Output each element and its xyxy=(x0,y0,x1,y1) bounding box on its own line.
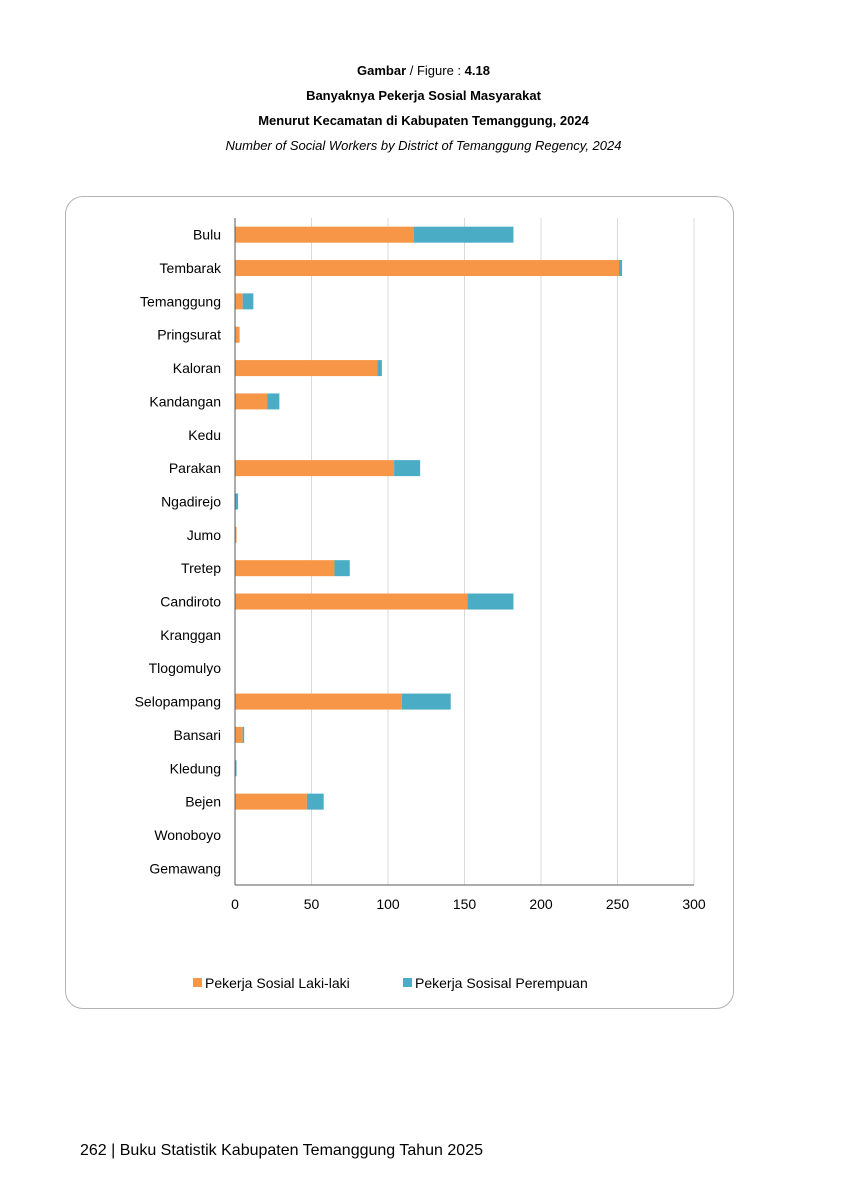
y-category-label: Tlogomulyo xyxy=(149,660,222,676)
y-category-label: Kandangan xyxy=(149,393,221,409)
bar-male xyxy=(235,260,620,277)
chart-title-english: Number of Social Workers by District of … xyxy=(225,138,622,153)
y-category-label: Selopampang xyxy=(135,694,221,710)
legend-label-female: Pekerja Sosisal Perempuan xyxy=(415,975,588,991)
bar-male xyxy=(235,360,378,377)
x-tick-label: 200 xyxy=(529,896,553,912)
y-category-label: Gemawang xyxy=(149,860,221,876)
bar-male xyxy=(235,726,243,743)
bar-female xyxy=(377,360,382,377)
legend-swatch-female xyxy=(403,978,412,987)
y-category-label: Pringsurat xyxy=(157,327,221,343)
bar-female xyxy=(306,793,324,810)
bar-male xyxy=(235,460,395,477)
x-tick-label: 250 xyxy=(606,896,630,912)
y-category-label: Wonoboyo xyxy=(154,827,221,843)
bar-male xyxy=(235,393,268,410)
y-category-label: Candiroto xyxy=(160,594,221,610)
y-category-label: Parakan xyxy=(169,460,221,476)
bar-male xyxy=(235,593,468,610)
bar-female xyxy=(242,726,245,743)
figure-number: 4.18 xyxy=(464,63,490,78)
bar-female xyxy=(467,593,514,610)
bar-female xyxy=(619,260,623,277)
y-category-label: Kledung xyxy=(170,760,221,776)
y-category-label: Tretep xyxy=(181,560,221,576)
figure-label-sep: / Figure : xyxy=(406,63,465,78)
bar-male xyxy=(235,226,415,243)
bar-male xyxy=(235,293,243,310)
x-tick-label: 100 xyxy=(376,896,400,912)
y-category-label: Ngadirejo xyxy=(161,493,221,509)
bar-male xyxy=(235,560,335,577)
y-category-label: Tembarak xyxy=(160,260,222,276)
bar-female xyxy=(235,760,237,777)
y-category-label: Kranggan xyxy=(160,627,221,643)
bar-female xyxy=(401,693,451,710)
bar-male xyxy=(235,793,307,810)
bar-male xyxy=(235,326,240,343)
bar-female xyxy=(394,460,421,477)
legend-swatch-male xyxy=(193,978,202,987)
y-category-label: Jumo xyxy=(187,527,221,543)
x-tick-label: 0 xyxy=(231,896,239,912)
x-tick-label: 300 xyxy=(682,896,706,912)
chart-frame xyxy=(65,196,734,1009)
bar-female xyxy=(267,393,280,410)
x-tick-label: 150 xyxy=(453,896,477,912)
bar-female xyxy=(414,226,514,243)
y-category-label: Kaloran xyxy=(173,360,221,376)
bar-male xyxy=(235,526,237,543)
bar-female xyxy=(235,493,239,510)
legend-label-male: Pekerja Sosial Laki-laki xyxy=(205,975,350,991)
bar-female xyxy=(242,293,254,310)
figure-label-word: Gambar xyxy=(357,63,407,78)
bar-male xyxy=(235,693,402,710)
x-tick-label: 50 xyxy=(304,896,320,912)
y-category-label: Bulu xyxy=(193,227,221,243)
figure-label: Gambar / Figure : 4.18 xyxy=(0,58,847,83)
y-category-label: Temanggung xyxy=(140,293,221,309)
y-category-label: Kedu xyxy=(188,427,221,443)
chart-title-line2: Menurut Kecamatan di Kabupaten Temanggun… xyxy=(258,113,589,128)
y-category-label: Bejen xyxy=(185,794,221,810)
page-footer: 262 | Buku Statistik Kabupaten Temanggun… xyxy=(80,1142,483,1159)
chart-title-line1: Banyaknya Pekerja Sosial Masyarakat xyxy=(306,88,541,103)
bar-female xyxy=(334,560,350,577)
y-category-label: Bansari xyxy=(174,727,221,743)
